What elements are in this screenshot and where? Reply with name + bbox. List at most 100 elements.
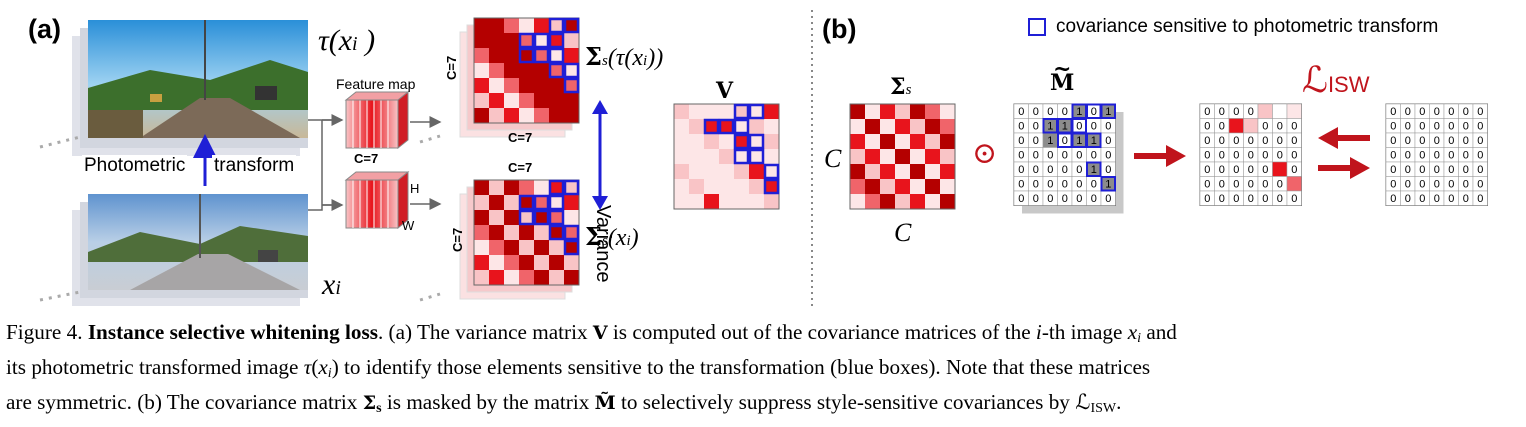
- variance-cell: [689, 119, 704, 134]
- variance-cell: [689, 134, 704, 149]
- variance-cell: [719, 194, 734, 209]
- variance-cell: [689, 164, 704, 179]
- matrix-cell: [474, 225, 489, 240]
- matrix-cell: [925, 104, 940, 119]
- cell-value: 0: [1448, 164, 1454, 176]
- matrix-cell: [474, 33, 489, 48]
- matrix-cell: [940, 119, 955, 134]
- sigma-tau-label: Σs(τ(xi)): [585, 42, 664, 71]
- panel-b-label: (b): [822, 14, 857, 44]
- sensitive-cell-box: [518, 209, 535, 226]
- sensitive-cell-box: [548, 194, 565, 211]
- variance-label: Variance: [592, 205, 614, 283]
- matrix-cell: [504, 48, 519, 63]
- matrix-cell: [910, 134, 925, 149]
- variance-sensitive-box: [733, 103, 750, 120]
- variance-cell: [734, 164, 749, 179]
- cell-value: 0: [1204, 106, 1210, 118]
- cell-value: 0: [1091, 121, 1097, 133]
- variance-sensitive-box: [703, 118, 720, 135]
- number-cell: [1272, 161, 1288, 177]
- cell-value: 0: [1062, 135, 1068, 147]
- matrix-cell: [564, 240, 579, 255]
- matrix-cell: [910, 179, 925, 194]
- loss-arrow-right: [1318, 157, 1370, 179]
- matrix-cell: [564, 108, 579, 123]
- mask-sensitive-box: [1071, 118, 1087, 134]
- transform-label: transform: [212, 155, 297, 177]
- cell-value: 0: [1463, 179, 1469, 191]
- matrix-cell: [489, 33, 504, 48]
- cell-value: 0: [1233, 179, 1239, 191]
- matrix-cell: [865, 179, 880, 194]
- cell-value: 0: [1419, 121, 1425, 133]
- variance-cell: [674, 149, 689, 164]
- variance-cell: [719, 104, 734, 119]
- matrix-cell: [880, 149, 895, 164]
- legend-text: covariance sensitive to photometric tran…: [1056, 16, 1439, 37]
- matrix-cell: [489, 63, 504, 78]
- matrix-cell: [549, 18, 564, 33]
- cell-value: 0: [1248, 135, 1254, 147]
- cell-value: 0: [1018, 193, 1024, 205]
- matrix-cell: [474, 18, 489, 33]
- cell-value: 0: [1277, 150, 1283, 162]
- matrix-cell: [534, 255, 549, 270]
- matrix-cell: [564, 195, 579, 210]
- matrix-cell: [534, 33, 549, 48]
- matrix-cell: [519, 63, 534, 78]
- cell-value: 0: [1277, 193, 1283, 205]
- cell-value: 1: [1105, 106, 1111, 118]
- matrix-cell: [534, 18, 549, 33]
- matrix-cell: [519, 108, 534, 123]
- cell-value: 0: [1076, 121, 1082, 133]
- matrix-cell: [474, 48, 489, 63]
- cell-value: 0: [1062, 164, 1068, 176]
- cell-value: 1: [1047, 135, 1053, 147]
- matrix-cell: [910, 119, 925, 134]
- matrix-cell: [504, 195, 519, 210]
- variance-sensitive-box: [748, 148, 765, 165]
- cell-value: 0: [1248, 164, 1254, 176]
- caption-line-1: Figure 4. Instance selective whitening l…: [6, 320, 1177, 346]
- matrix-cell: [925, 119, 940, 134]
- matrix-cell: [549, 270, 564, 285]
- cell-value: 0: [1105, 193, 1111, 205]
- variance-cell: [749, 104, 764, 119]
- matrix-cell: [564, 255, 579, 270]
- cell-value: 0: [1463, 193, 1469, 205]
- caption-line-3: are symmetric. (b) The covariance matrix…: [6, 390, 1122, 416]
- cov-top-c7-bottom: C=7: [508, 130, 533, 145]
- matrix-cell: [489, 180, 504, 195]
- cell-value: 0: [1219, 179, 1225, 191]
- cell-value: 0: [1277, 179, 1283, 191]
- matrix-cell: [850, 104, 865, 119]
- matrix-cell: [850, 134, 865, 149]
- variance-cell: [719, 119, 734, 134]
- matrix-cell: [895, 179, 910, 194]
- sensitive-cell-box: [533, 194, 550, 211]
- matrix-cell: [865, 134, 880, 149]
- matrix-cell: [534, 78, 549, 93]
- feature-c7-label: C=7: [354, 151, 379, 166]
- matrix-cell: [910, 149, 925, 164]
- number-cell: [1286, 103, 1302, 119]
- variance-cell: [674, 179, 689, 194]
- variance-cell: [674, 119, 689, 134]
- variance-cell: [734, 119, 749, 134]
- sensitive-cell-box: [563, 62, 580, 79]
- matrix-cell: [895, 194, 910, 209]
- figure-4: (a): [28, 10, 1488, 306]
- cell-value: 0: [1219, 150, 1225, 162]
- matrix-cell: [549, 78, 564, 93]
- mask-sensitive-box: [1057, 132, 1073, 148]
- variance-cell: [704, 134, 719, 149]
- variance-sensitive-box: [718, 118, 735, 135]
- variance-cell: [764, 119, 779, 134]
- cell-value: 0: [1076, 164, 1082, 176]
- cell-value: 0: [1105, 164, 1111, 176]
- cell-value: 0: [1047, 164, 1053, 176]
- matrix-cell: [895, 134, 910, 149]
- sensitive-cell-box: [548, 32, 565, 49]
- cell-value: 0: [1463, 164, 1469, 176]
